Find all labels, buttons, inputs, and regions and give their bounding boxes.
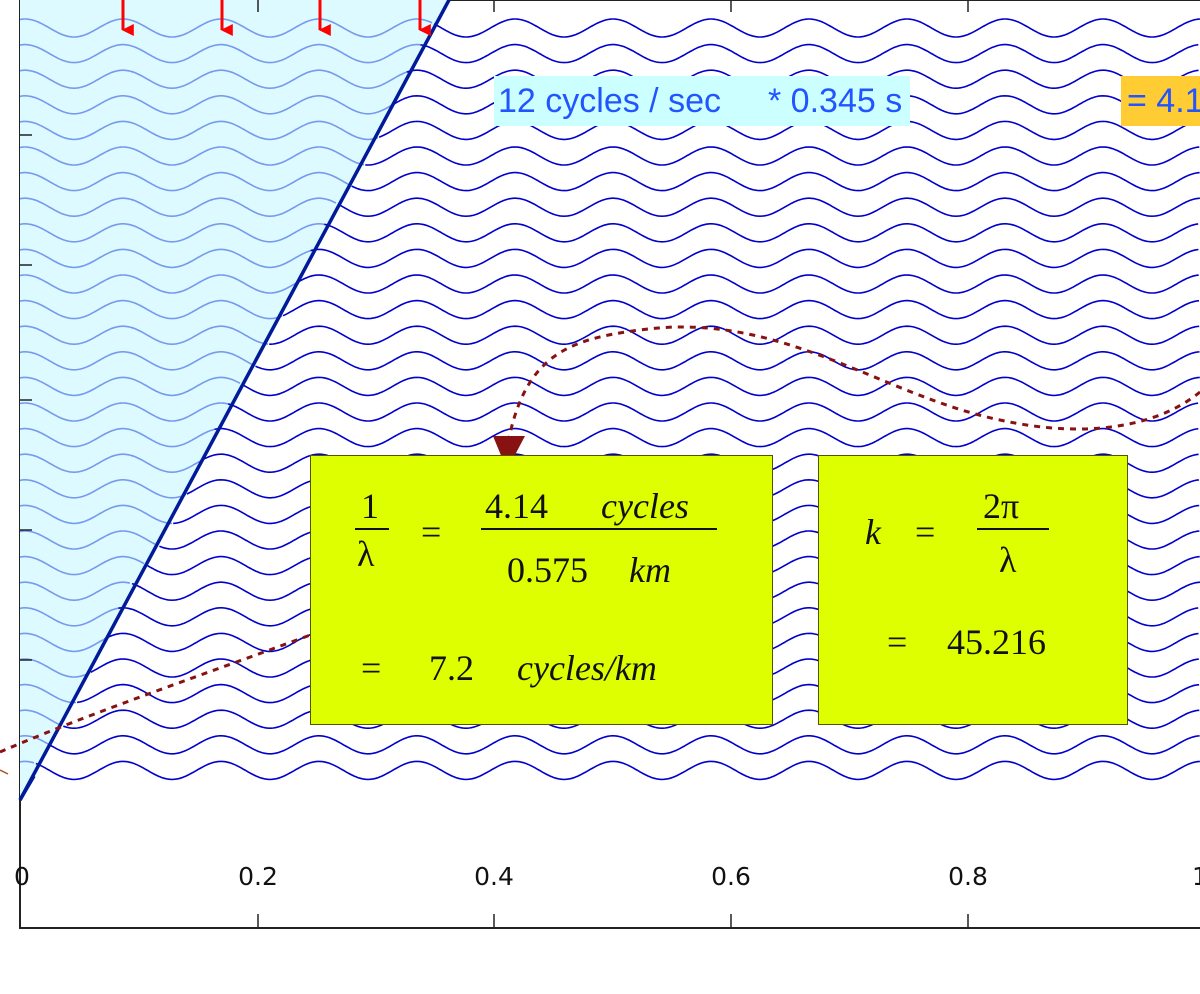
wave-trace-shaded [20,325,269,346]
wave-trace-shaded [20,95,393,115]
result-value: 45.216 [947,622,1046,662]
wave-trace [351,171,1200,192]
wave-trace-shaded [20,402,229,422]
wave-trace [310,248,1199,269]
fraction-bar [481,528,717,530]
equals-sign: = [915,512,936,552]
wave-trace-shaded [20,709,63,727]
rhs-numerator-unit: cycles [601,486,689,526]
wavenumber-symbol: k [865,512,881,552]
x-tick-label: 0.2 [238,862,278,891]
wave-trace-shaded [20,248,311,269]
wave-trace-shaded [20,274,297,294]
wave-trace-shaded [20,581,131,602]
wave-trace [214,427,1199,448]
wave-trace [337,197,1200,218]
result-equals-sign: = [887,622,908,662]
wavelength-formula-box: 1 λ = 4.14 cycles 0.575 km = 7.2 cycles/… [310,455,773,725]
lhs-denominator: λ [357,534,375,574]
rhs-denominator-value: 0.575 [507,550,588,590]
wavenumber-formula-box: k = 2π λ = 45.216 [818,455,1128,725]
wave-trace-shaded [20,632,105,653]
wave-trace [433,18,1200,38]
wave-trace [324,223,1199,243]
wave-trace [420,43,1199,64]
wavefront-line [18,0,451,801]
fraction-bar [355,528,389,530]
x-tick-label: 0 [14,862,30,891]
wave-trace [269,325,1200,345]
banner-calculation: 12 cycles / sec * 0.345 s [494,76,910,126]
wave-trace-shaded [20,223,325,243]
wavefront-line-lower [18,775,36,801]
result-equals-sign: = [361,648,382,688]
source-arrows [121,0,431,36]
rhs-denominator-unit: km [629,550,671,590]
wave-trace [227,402,1199,422]
wave-trace [35,760,1200,781]
x-tick-label: 0.4 [474,862,514,891]
wave-trace [365,146,1200,166]
x-tick-label: 0.6 [711,862,751,891]
result-unit: cycles/km [517,648,657,688]
fraction-bar [977,528,1049,530]
wave-trace [49,735,1200,755]
wave-trace-shaded [20,504,173,525]
equals-sign: = [421,512,442,552]
wave-trace-shaded [20,683,77,704]
wave-trace-shaded [20,69,407,90]
lambda-denominator: λ [999,540,1017,580]
wave-trace [241,376,1200,397]
banner-time: * 0.345 s [768,82,903,120]
wave-trace-shaded [20,351,255,371]
lhs-numerator: 1 [361,486,379,526]
wave-trace-shaded [20,760,35,764]
wave-trace-shaded [20,18,433,38]
x-tick-label: 0.8 [948,862,988,891]
wave-trace-shaded [20,146,365,166]
wave-trace-shaded [20,555,145,576]
wave-trace-shaded [20,171,351,192]
left-edge-mark [0,769,9,775]
wave-trace-shaded [20,43,421,64]
two-pi-numerator: 2π [983,486,1020,526]
result-value: 7.2 [429,648,474,688]
banner-rate: 12 cycles / sec [498,82,721,120]
rhs-numerator-value: 4.14 [485,486,548,526]
axis-ticks [20,0,969,928]
wave-trace [296,274,1199,294]
wave-trace-shaded [20,120,379,141]
wave-trace-shaded [20,607,119,627]
wave-trace-shaded [20,197,337,218]
dashed-curve-upper [503,325,1200,461]
x-tick-label: 1 [1192,862,1200,891]
banner-result: = 4.14 [1121,76,1200,126]
wave-trace-shaded [20,299,283,320]
wave-trace-shaded [20,453,201,474]
wave-trace-shaded [20,530,159,550]
wave-trace-shaded [20,427,215,448]
wave-trace [282,299,1200,320]
wave-trace [255,351,1200,371]
wave-trace-shaded [20,479,187,499]
dashed-curve-upper-arrowhead [493,436,525,470]
wave-trace-shaded [20,376,241,397]
